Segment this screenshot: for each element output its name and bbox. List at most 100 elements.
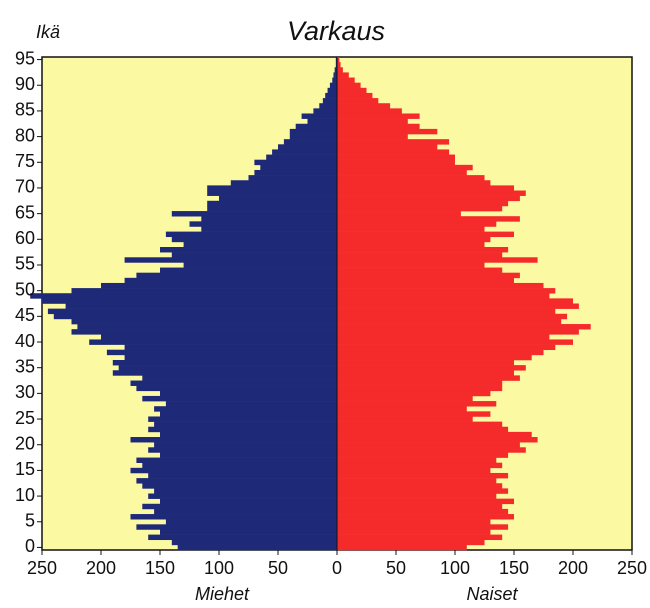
- bar: [337, 339, 573, 345]
- y-tick-label: 0: [25, 536, 35, 556]
- bar: [337, 282, 544, 289]
- bar: [329, 82, 337, 89]
- bar: [337, 128, 438, 135]
- x-tick-label: 150: [499, 558, 529, 578]
- bar: [337, 313, 568, 320]
- bar: [71, 329, 337, 335]
- bar: [248, 175, 337, 181]
- bar: [337, 303, 579, 309]
- y-tick-label: 95: [15, 48, 35, 68]
- bar: [337, 154, 455, 161]
- bar: [337, 431, 532, 438]
- bar: [136, 457, 337, 463]
- bar: [337, 318, 562, 325]
- bar: [142, 483, 337, 489]
- y-tick-label: 60: [15, 228, 35, 248]
- bar: [289, 134, 337, 140]
- bar: [337, 139, 450, 145]
- x-tick-label: 200: [558, 558, 588, 578]
- bar: [160, 529, 337, 535]
- y-tick-label: 25: [15, 408, 35, 428]
- bar: [337, 103, 391, 109]
- bar: [42, 298, 337, 304]
- bar: [160, 411, 337, 417]
- bar: [207, 200, 337, 207]
- bar: [142, 375, 337, 381]
- bar: [337, 359, 514, 366]
- bar: [319, 103, 337, 109]
- bar: [136, 478, 337, 484]
- bar: [337, 324, 591, 330]
- bar: [124, 354, 337, 361]
- bar: [337, 406, 467, 412]
- y-tick-label: 20: [15, 433, 35, 453]
- bar: [313, 108, 337, 114]
- bar: [295, 123, 337, 130]
- bar: [254, 169, 337, 176]
- bar: [142, 395, 337, 402]
- y-tick-label: 5: [25, 511, 35, 531]
- bar: [160, 498, 337, 505]
- bar: [337, 211, 461, 217]
- bar: [337, 200, 509, 207]
- bar: [337, 267, 503, 273]
- bar: [337, 493, 497, 499]
- bar: [124, 277, 337, 284]
- bar: [130, 380, 337, 386]
- bar: [301, 113, 337, 119]
- bar: [101, 282, 337, 289]
- bar: [337, 288, 556, 294]
- bar: [136, 385, 337, 392]
- bar: [337, 231, 514, 238]
- bar: [71, 288, 337, 294]
- bar: [337, 524, 509, 530]
- bar: [333, 72, 337, 78]
- bar: [337, 411, 491, 417]
- x-tick-label: 150: [145, 558, 175, 578]
- bar: [337, 67, 343, 73]
- y-tick-label: 70: [15, 177, 35, 197]
- bar: [337, 539, 485, 546]
- bar: [30, 293, 337, 299]
- bar: [289, 128, 337, 135]
- bar: [337, 308, 556, 315]
- bar: [136, 272, 337, 279]
- bar: [337, 257, 538, 263]
- bar: [254, 159, 337, 166]
- bar: [337, 216, 520, 222]
- bar: [337, 221, 497, 227]
- bar: [337, 190, 526, 196]
- bar: [130, 514, 337, 520]
- y-tick-label: 50: [15, 279, 35, 299]
- y-tick-label: 80: [15, 125, 35, 145]
- bar: [337, 164, 473, 171]
- bar: [183, 241, 337, 248]
- bar: [337, 385, 503, 392]
- bar: [337, 354, 532, 361]
- bar: [337, 395, 473, 402]
- bar: [272, 149, 337, 155]
- bar: [337, 457, 497, 463]
- bar: [337, 452, 509, 458]
- bar: [337, 57, 340, 63]
- bar: [337, 72, 349, 78]
- bar: [335, 57, 337, 63]
- bar: [124, 257, 337, 263]
- bar: [219, 195, 337, 202]
- left-axis-label: Miehet: [195, 584, 250, 604]
- bar: [337, 401, 497, 407]
- bar: [160, 247, 337, 253]
- bar: [165, 401, 337, 407]
- bar: [142, 462, 337, 469]
- bar: [148, 416, 337, 422]
- bar: [337, 87, 367, 94]
- bar: [207, 185, 337, 191]
- bar: [160, 452, 337, 458]
- bar: [337, 298, 573, 304]
- bar: [101, 334, 337, 340]
- bar: [148, 447, 337, 453]
- x-tick-label: 50: [386, 558, 406, 578]
- bar: [337, 92, 373, 99]
- bar: [337, 77, 355, 83]
- bar: [47, 308, 338, 315]
